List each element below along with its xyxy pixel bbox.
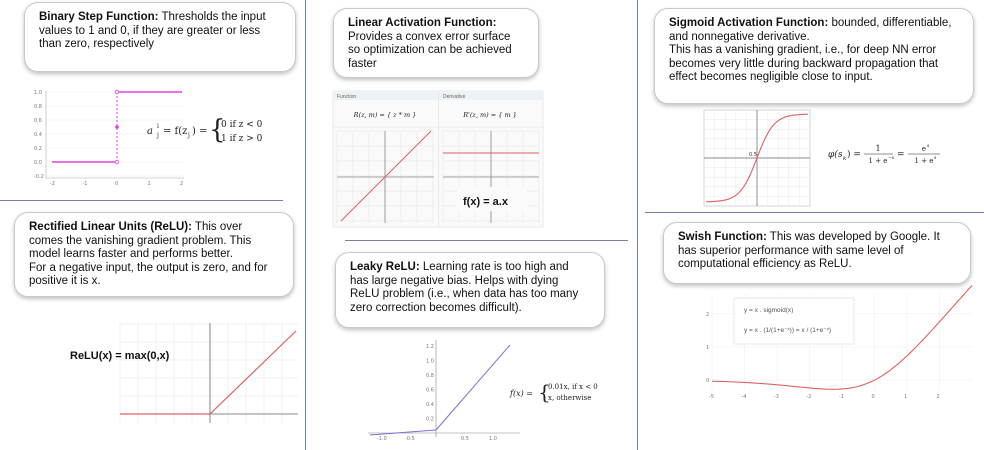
binary-case-1: 0 if z < 0 xyxy=(221,120,263,130)
svg-text:Derivative: Derivative xyxy=(443,94,465,100)
binary-x-tick: 0 xyxy=(115,181,118,187)
leaky-y-tick: 0.2 xyxy=(426,417,434,423)
leaky-y-tick: 0.4 xyxy=(426,402,434,408)
leaky-x-tick: 1.0 xyxy=(489,436,497,442)
linear-text: Provides a convex error surface so optim… xyxy=(348,30,512,70)
leaky-relu-chart: 1.2 1.0 0.8 0.6 0.4 0.2 -1.0 -0.5 0.5 1.0 xyxy=(368,340,520,442)
svg-text:i: i xyxy=(157,123,159,130)
leaky-x-tick: -0.5 xyxy=(405,436,415,442)
linear-title: Linear Activation Function: xyxy=(348,17,497,29)
sigmoid-title: Sigmoid Activation Function: xyxy=(669,17,829,29)
sigmoid-chart: 0.5 xyxy=(703,109,811,207)
svg-text:k: k xyxy=(843,156,847,162)
swish-y-tick: 0 xyxy=(706,378,709,384)
binary-x-tick: -2 xyxy=(50,181,55,187)
svg-text:Function: Function xyxy=(337,94,356,100)
swish-card: Swish Function: This was developed by Go… xyxy=(663,222,971,284)
svg-text:−s: −s xyxy=(888,156,895,161)
swish-x-tick: 2 xyxy=(937,394,940,400)
swish-y-tick: 2 xyxy=(706,312,709,318)
relu-label: ReLU(x) = max(0,x) xyxy=(70,350,170,362)
svg-text:{: { xyxy=(209,115,226,145)
binary-x-tick: 1 xyxy=(148,181,151,187)
binary-y-tick: 0.8 xyxy=(34,104,42,110)
svg-text:a: a xyxy=(147,126,153,137)
binary-step-title: Binary Step Function: xyxy=(39,11,159,23)
svg-text:f(x) =: f(x) = xyxy=(509,389,533,398)
relu-chart xyxy=(119,323,298,423)
binary-y-tick: 0.4 xyxy=(34,132,42,138)
leaky-y-tick: 0.6 xyxy=(426,388,434,394)
linear-panels: Function Derivative R(z, m) = { z * m } … xyxy=(332,90,544,228)
leaky-relu-text: Learning rate is too high and has large … xyxy=(350,261,579,314)
leaky-y-tick: 1.0 xyxy=(426,359,434,365)
svg-text:s: s xyxy=(934,156,937,161)
relu-title: Rectified Linear Units (ReLU): xyxy=(29,221,192,233)
swish-y-tick: 1 xyxy=(706,345,709,351)
binary-step-formula: a j i = f(z j ) = { 0 if z < 0 1 if z > … xyxy=(147,115,263,145)
binary-step-text: Thresholds the input values to 1 and 0, … xyxy=(39,11,266,50)
swish-chart: 2 1 0 -5 -4 -3 -2 -1 0 1 2 y = x . sigmoid(x) y =… xyxy=(706,285,973,400)
svg-text:j: j xyxy=(187,132,190,139)
svg-text:1 + e: 1 + e xyxy=(869,157,888,165)
svg-text:f(x) = a.x: f(x) = a.x xyxy=(463,196,509,208)
binary-x-tick: -1 xyxy=(83,181,88,187)
sigmoid-text: bounded, differentiable, and nonnegative… xyxy=(669,17,952,83)
swish-x-tick: -4 xyxy=(742,394,747,400)
leaky-x-tick: -1.0 xyxy=(377,436,387,442)
relu-card: Rectified Linear Units (ReLU): This over… xyxy=(14,212,294,297)
binary-y-tick: 1.0 xyxy=(34,90,42,96)
swish-title: Swish Function: xyxy=(678,231,767,243)
binary-case-2: 1 if z > 0 xyxy=(221,134,263,144)
binary-step-card: Binary Step Function: Thresholds the inp… xyxy=(24,2,296,72)
svg-text:{: { xyxy=(538,380,551,404)
swish-text: This was developed by Google. It has sup… xyxy=(678,231,940,270)
binary-y-tick: 0.0 xyxy=(34,160,42,166)
leaky-case-2: x, otherwise xyxy=(548,394,591,402)
svg-text:=: = xyxy=(897,150,905,160)
swish-x-tick: -5 xyxy=(709,394,714,400)
sigmoid-formula: φ(s k ) = 1 1 + e −s = e s 1 + e s xyxy=(828,144,940,165)
svg-text:ReLU(x) = max(0,x): ReLU(x) = max(0,x) xyxy=(70,350,170,362)
leaky-case-1: 0.01x, if x < 0 xyxy=(548,383,598,391)
svg-text:) =: ) = xyxy=(847,149,861,160)
svg-text:= f(z: = f(z xyxy=(163,126,187,137)
svg-text:s: s xyxy=(927,144,930,149)
svg-text:0.5: 0.5 xyxy=(749,152,757,158)
leaky-x-tick: 0.5 xyxy=(461,436,469,442)
leaky-relu-formula: f(x) = { 0.01x, if x < 0 x, otherwise xyxy=(509,380,598,404)
sigmoid-card: Sigmoid Activation Function: bounded, di… xyxy=(654,8,974,104)
swish-x-tick: 0 xyxy=(872,394,875,400)
swish-x-tick: -2 xyxy=(807,394,812,400)
binary-y-tick: 0.2 xyxy=(34,146,42,152)
swish-legend-2: y = x . (1/(1+e⁻ˣ)) = x / (1+e⁻ˣ) xyxy=(744,327,831,334)
divider-right-horizontal xyxy=(645,212,984,213)
linear-card: Linear Activation Function: Provides a c… xyxy=(333,8,539,78)
binary-y-tick: 0.6 xyxy=(34,118,42,124)
binary-x-tick: 2 xyxy=(180,181,183,187)
svg-text:φ(s: φ(s xyxy=(828,149,843,160)
swish-x-tick: 1 xyxy=(904,394,907,400)
leaky-y-tick: 0.8 xyxy=(426,373,434,379)
leaky-relu-card: Leaky ReLU: Learning rate is too high an… xyxy=(335,252,605,328)
divider-right xyxy=(637,0,638,450)
leaky-relu-title: Leaky ReLU: xyxy=(350,261,420,273)
svg-text:1: 1 xyxy=(875,144,880,153)
svg-text:1 + e: 1 + e xyxy=(915,157,934,165)
divider-left-horizontal xyxy=(0,200,283,201)
swish-x-tick: -3 xyxy=(774,394,779,400)
svg-text:R'(z, m) = { m }: R'(z, m) = { m } xyxy=(462,111,517,119)
svg-text:R(z, m) = { z * m }: R(z, m) = { z * m } xyxy=(353,111,417,119)
binary-step-chart: 1.0 0.8 0.6 0.4 0.2 0.0 -0.2 -2 -1 0 1 2 xyxy=(34,89,184,187)
divider-middle-horizontal xyxy=(345,240,628,241)
relu-text: This over comes the vanishing gradient p… xyxy=(29,221,268,287)
binary-y-tick: -0.2 xyxy=(34,174,44,180)
swish-legend-1: y = x . sigmoid(x) xyxy=(744,307,793,314)
svg-text:j: j xyxy=(156,132,159,139)
divider-left xyxy=(305,0,306,450)
leaky-y-tick: 1.2 xyxy=(426,344,434,350)
svg-text:) =: ) = xyxy=(192,126,207,137)
swish-x-tick: -1 xyxy=(839,394,844,400)
svg-text:e: e xyxy=(922,145,926,153)
